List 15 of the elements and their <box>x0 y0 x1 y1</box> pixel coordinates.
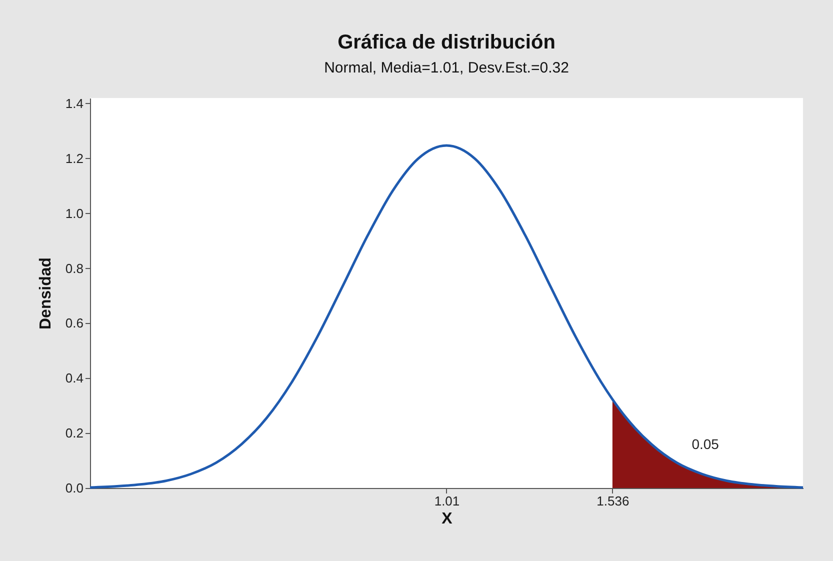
x-axis-title: X <box>442 510 453 528</box>
y-axis-title: Densidad <box>37 257 54 330</box>
y-tick-label: 0.8 <box>65 260 84 276</box>
chart-subtitle: Normal, Media=1.01, Desv.Est.=0.32 <box>324 59 569 76</box>
y-tick-label: 0.2 <box>65 426 84 441</box>
chart-title: Gráfica de distribución <box>338 31 556 54</box>
y-tick-label: 0.0 <box>65 480 84 496</box>
x-tick-label: 1.536 <box>596 494 630 508</box>
y-tick-label: 1.4 <box>65 96 84 111</box>
y-tick-label: 1.2 <box>65 150 84 166</box>
x-tick-label: 1.01 <box>434 494 460 508</box>
y-tick-label: 0.4 <box>65 370 84 386</box>
y-tick-label: 0.6 <box>65 316 84 331</box>
y-tick-label: 1.0 <box>65 206 84 221</box>
annotation: 0.05 <box>692 436 720 452</box>
